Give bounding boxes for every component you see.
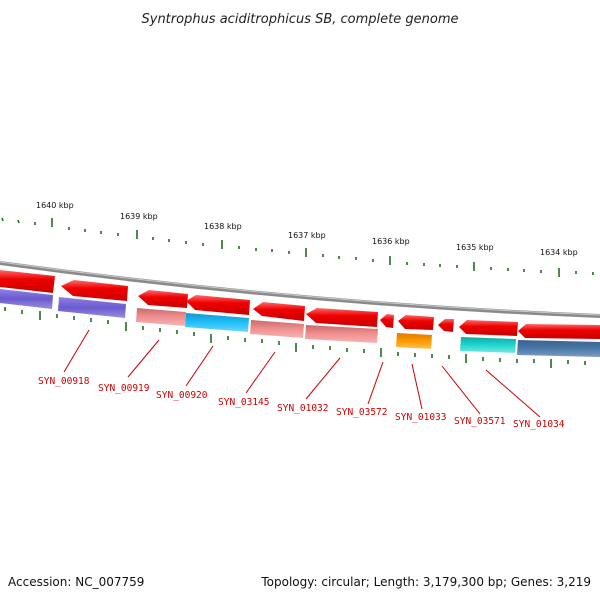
leader-line: [63, 329, 90, 373]
scale-labels: 1640 kbp 1639 kbp 1638 kbp 1637 kbp 1636…: [36, 201, 578, 257]
leader-line: [245, 351, 276, 394]
gene-label[interactable]: SYN_00919: [98, 383, 150, 394]
scale-label: 1635 kbp: [456, 243, 494, 252]
gene-box[interactable]: [58, 297, 126, 318]
reverse-strand-genes: [0, 289, 600, 357]
gene-box[interactable]: [517, 340, 600, 357]
gene-arrow[interactable]: [398, 315, 434, 330]
genome-backbone-highlight: [0, 261, 600, 316]
accession-text: Accession: NC_007759: [8, 575, 144, 589]
scale-label: 1637 kbp: [288, 231, 326, 240]
gene-arrow[interactable]: [253, 302, 305, 321]
gene-arrow[interactable]: [138, 290, 188, 308]
forward-strand-genes: [0, 270, 600, 339]
scale-label: 1634 kbp: [540, 248, 578, 257]
gene-labels: SYN_00918 SYN_00919 SYN_00920 SYN_03145 …: [38, 376, 565, 430]
topology-text: Topology: circular; Length: 3,179,300 bp…: [260, 575, 591, 589]
gene-label[interactable]: SYN_01034: [513, 419, 565, 430]
scale-ticks: [1, 217, 594, 277]
gene-box[interactable]: [305, 325, 378, 343]
gene-arrow[interactable]: [438, 319, 454, 332]
map-title: Syntrophus aciditrophicus SB, complete g…: [142, 12, 459, 27]
gene-label[interactable]: SYN_03572: [336, 407, 387, 418]
scale-label: 1638 kbp: [204, 222, 242, 231]
scale-minor-tick: [1, 217, 4, 222]
gene-box[interactable]: [136, 308, 186, 326]
gene-box[interactable]: [460, 337, 516, 353]
gene-label[interactable]: SYN_01032: [277, 403, 328, 414]
gene-arrow[interactable]: [0, 270, 55, 293]
gene-arrow[interactable]: [306, 308, 378, 327]
leader-line: [441, 365, 481, 415]
gene-label[interactable]: SYN_03145: [218, 397, 269, 408]
gene-arrow[interactable]: [380, 314, 394, 328]
gene-arrow[interactable]: [61, 280, 128, 301]
gene-box[interactable]: [185, 313, 249, 332]
leader-line: [305, 357, 341, 400]
label-leaders: [63, 329, 541, 418]
scale-label: 1639 kbp: [120, 212, 158, 221]
gene-box[interactable]: [396, 333, 432, 349]
scale-label: 1640 kbp: [36, 201, 74, 210]
gene-label[interactable]: SYN_01033: [395, 412, 446, 423]
gene-label[interactable]: SYN_00920: [156, 390, 208, 401]
genome-backbone: [0, 261, 600, 318]
leader-line: [485, 369, 541, 418]
gene-arrow[interactable]: [186, 295, 250, 315]
leader-line: [185, 345, 214, 387]
leader-line: [127, 339, 160, 378]
gene-arrow[interactable]: [459, 320, 518, 336]
leader-line: [411, 363, 423, 410]
scale-label: 1636 kbp: [372, 237, 410, 246]
leader-line: [367, 361, 384, 405]
gene-arrow[interactable]: [518, 324, 600, 339]
gene-box[interactable]: [250, 320, 304, 338]
inner-ticks: [4, 307, 586, 368]
gene-label[interactable]: SYN_00918: [38, 376, 90, 387]
gene-label[interactable]: SYN_03571: [454, 416, 506, 427]
scale-minor-tick: [17, 219, 20, 224]
gene-box[interactable]: [0, 289, 53, 309]
